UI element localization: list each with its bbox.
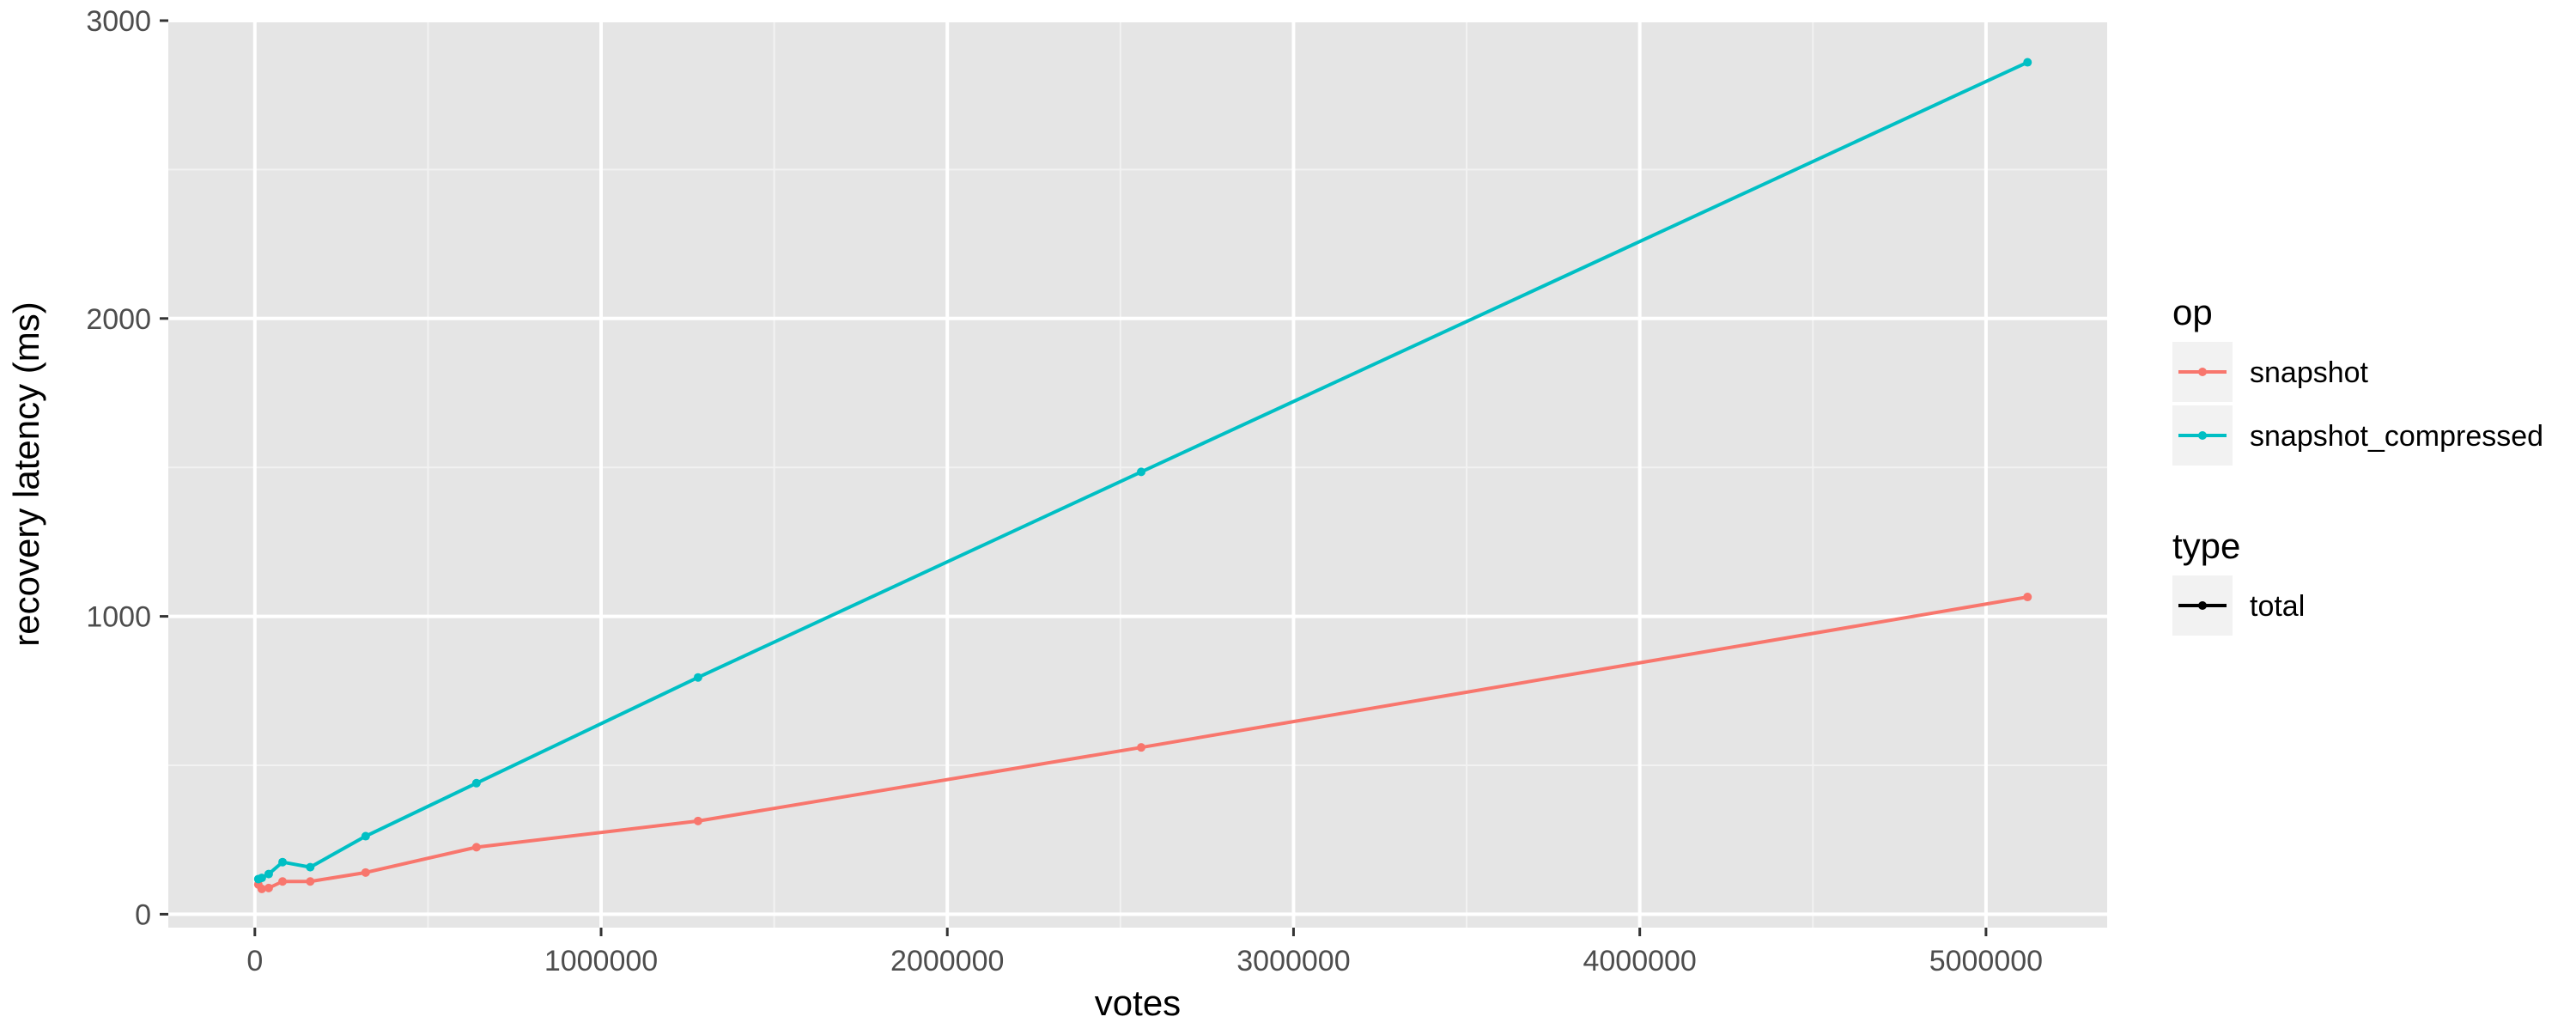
data-point-snapshot [471,843,481,852]
data-point-snapshot_compressed [264,869,273,879]
grid-lines [168,19,2107,928]
x-tick-label: 2000000 [890,945,1004,977]
data-point-snapshot_compressed [306,862,315,872]
x-tick-label: 3000000 [1236,945,1350,977]
y-tick-label: 2000 [86,303,151,336]
data-point-snapshot [264,883,273,892]
data-point-snapshot [257,884,266,893]
x-tick-label: 1000000 [544,945,658,977]
data-point-snapshot_compressed [361,831,370,841]
data-point-snapshot_compressed [693,673,702,682]
legend-label: total [2250,590,2305,623]
series-layer [253,58,2032,893]
data-point-snapshot [2023,593,2032,602]
data-point-snapshot [361,868,370,877]
data-point-snapshot_compressed [257,874,266,883]
legend-key-point [2198,431,2207,440]
data-point-snapshot [693,816,702,825]
x-axis-title: votes [1095,983,1181,1023]
data-point-snapshot [306,877,315,886]
legend-key-point [2198,368,2207,376]
data-point-snapshot [1137,743,1146,752]
x-tick-label: 4000000 [1583,945,1696,977]
y-tick-label: 3000 [86,5,151,38]
data-point-snapshot_compressed [278,857,288,867]
legend-title: op [2172,292,2213,332]
x-tick-label: 5000000 [1929,945,2043,977]
data-point-snapshot_compressed [1137,467,1146,477]
axes: 0 1000000 2000000 3000000 4000000 5000000 0 100… [86,5,2043,977]
x-tick-label: 0 [246,945,263,977]
y-tick-label: 0 [135,898,151,931]
legend-label: snapshot_compressed [2250,420,2543,453]
legend-label: snapshot [2250,356,2369,389]
data-point-snapshot [278,877,288,886]
y-axis-title: recovery latency (ms) [6,301,46,646]
data-point-snapshot_compressed [2023,58,2032,67]
legend-title: type [2172,526,2240,566]
data-point-snapshot_compressed [471,778,481,788]
y-tick-label: 1000 [86,601,151,634]
legend-key-point [2198,601,2207,610]
